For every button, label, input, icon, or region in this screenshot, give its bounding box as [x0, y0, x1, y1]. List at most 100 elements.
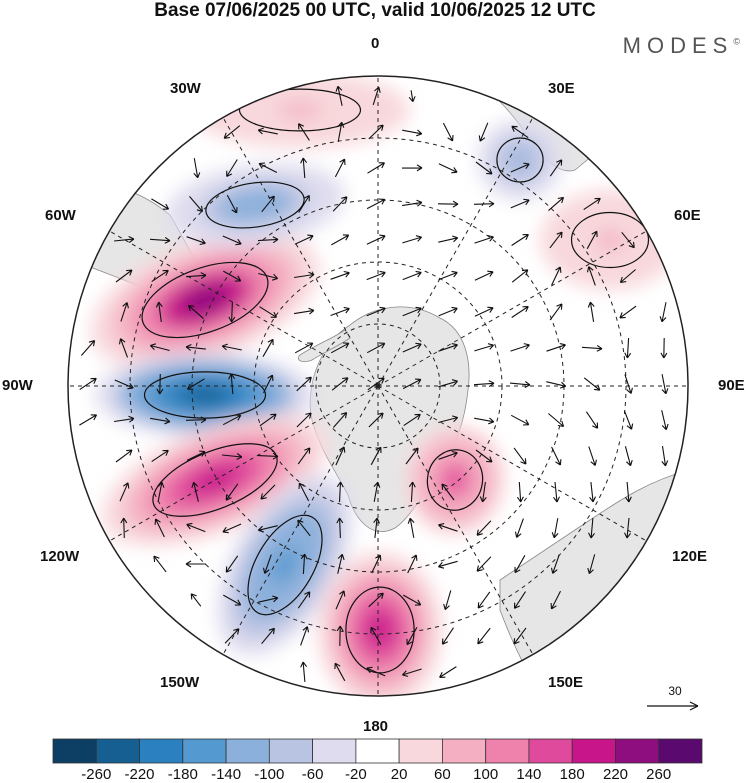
wind-arrow-71 [294, 307, 315, 315]
wind-arrow-155 [336, 481, 344, 503]
colorbar-box-6 [312, 738, 357, 764]
wind-arrow-104 [263, 374, 274, 394]
reference-vector-head [689, 701, 699, 711]
wind-arrow-94 [510, 343, 530, 352]
wind-arrow-206 [336, 625, 344, 647]
wind-arrow-52 [151, 269, 169, 283]
wind-arrow-49 [586, 230, 598, 250]
wind-arrow-72 [330, 306, 350, 317]
wind-arrow-34 [548, 196, 565, 212]
wind-arrow-169 [297, 519, 311, 537]
wind-arrow-123 [332, 411, 348, 428]
wind-arrow-171 [373, 517, 381, 538]
wind-arrow-115 [661, 374, 669, 395]
wind-arrow-151 [191, 481, 199, 502]
anomaly-wilkes-high-level-4 [444, 469, 466, 491]
colorbar-tick-label: -260 [81, 766, 111, 783]
wind-arrow-185 [371, 554, 382, 574]
colorbar-box-9 [441, 738, 487, 764]
colorbar-tick-label: -60 [302, 766, 324, 783]
wind-arrow-131 [623, 410, 634, 430]
wind-arrow-50 [621, 231, 635, 249]
wind-arrow-114 [624, 374, 633, 394]
wind-arrow-211 [513, 627, 527, 645]
wind-arrow-65 [619, 269, 636, 284]
wind-arrow-125 [403, 413, 421, 427]
wind-arrow-64 [586, 266, 596, 286]
anomaly-contours [141, 88, 650, 674]
wind-arrow-6 [337, 121, 345, 142]
meridian-150 [377, 385, 534, 655]
wind-arrow-107 [367, 377, 385, 391]
lon-label-60w: 60W [45, 207, 76, 224]
wind-arrow-61 [474, 270, 494, 281]
wind-arrow-180 [185, 560, 206, 568]
wind-arrow-156 [373, 481, 381, 502]
wind-arrow-63 [551, 266, 562, 286]
wind-arrow-119 [185, 416, 207, 424]
wind-arrow-73 [366, 306, 386, 317]
wind-arrow-55 [258, 272, 279, 281]
wind-arrow-128 [510, 414, 530, 426]
wind-arrow-194 [258, 595, 279, 603]
wind-arrow-130 [585, 411, 599, 429]
wind-arrow-91 [402, 342, 422, 353]
wind-arrow-76 [474, 306, 494, 317]
wind-arrow-158 [441, 483, 455, 501]
colorbar-ticks: -260 -220 -180 -140 -100 -60 -20 20 60 100 140 180 2… [81, 766, 671, 783]
wind-arrow-20 [475, 161, 493, 175]
wind-arrow-116 [79, 414, 98, 426]
wind-arrow-47 [511, 233, 529, 246]
wind-arrow-149 [119, 482, 130, 502]
wind-arrow-43 [366, 234, 386, 245]
wind-arrow-17 [367, 162, 385, 174]
lon-label-90w: 90W [2, 377, 33, 394]
wind-arrow-7 [368, 124, 384, 140]
colorbar-tick-label: -100 [254, 766, 284, 783]
wind-arrow-136 [222, 453, 243, 460]
colorbar-tick-label: 20 [391, 766, 408, 783]
wind-arrow-144 [513, 447, 527, 465]
wind-arrow-9 [442, 122, 454, 142]
wind-arrow-184 [337, 553, 345, 574]
wind-arrow-134 [151, 449, 169, 463]
wind-arrow-140 [370, 446, 382, 466]
meridian-210 [222, 385, 379, 655]
antarctic-peninsula-land [297, 329, 351, 363]
meridian-30 [377, 117, 534, 387]
wind-arrow-109 [438, 379, 459, 388]
wind-arrow-182 [262, 554, 272, 574]
colorbar-tick-label: 260 [646, 766, 671, 783]
wind-arrow-126 [438, 415, 459, 424]
colorbar-tick-label: -140 [211, 766, 241, 783]
wind-arrow-147 [624, 446, 633, 467]
lon-label-180: 180 [363, 718, 389, 735]
lon-label-90e: 90E [718, 377, 745, 394]
wind-arrow-170 [336, 517, 344, 539]
contour-south-atlantic-low [205, 181, 305, 229]
colorbar-tick-label: 180 [560, 766, 585, 783]
wind-arrow-66 [120, 302, 129, 322]
brand-logo: MODES© [623, 33, 740, 59]
wind-arrow-62 [511, 269, 529, 283]
colorbar-box-3 [182, 738, 227, 764]
meridian-300 [109, 230, 379, 387]
wind-arrow-21 [510, 162, 530, 173]
wind-arrow-100 [114, 379, 134, 390]
colorbar-tick-label: 140 [516, 766, 541, 783]
wind-arrow-215 [401, 668, 422, 677]
anomaly-ross-sea-low-level-4 [271, 546, 299, 584]
wind-arrow-163 [625, 481, 632, 503]
wind-vectors [79, 85, 669, 683]
wind-arrow-197 [368, 592, 384, 608]
colorbar-box-13 [615, 738, 660, 764]
meridian-120 [377, 385, 647, 542]
colorbar-tick-label: -20 [345, 766, 367, 783]
wind-arrow-69 [228, 301, 236, 323]
wind-arrow-141 [405, 447, 419, 465]
anomaly-amundsen-low-level-4 [183, 386, 227, 404]
lon-label-150e: 150E [548, 674, 584, 691]
wind-arrow-11 [511, 125, 529, 139]
